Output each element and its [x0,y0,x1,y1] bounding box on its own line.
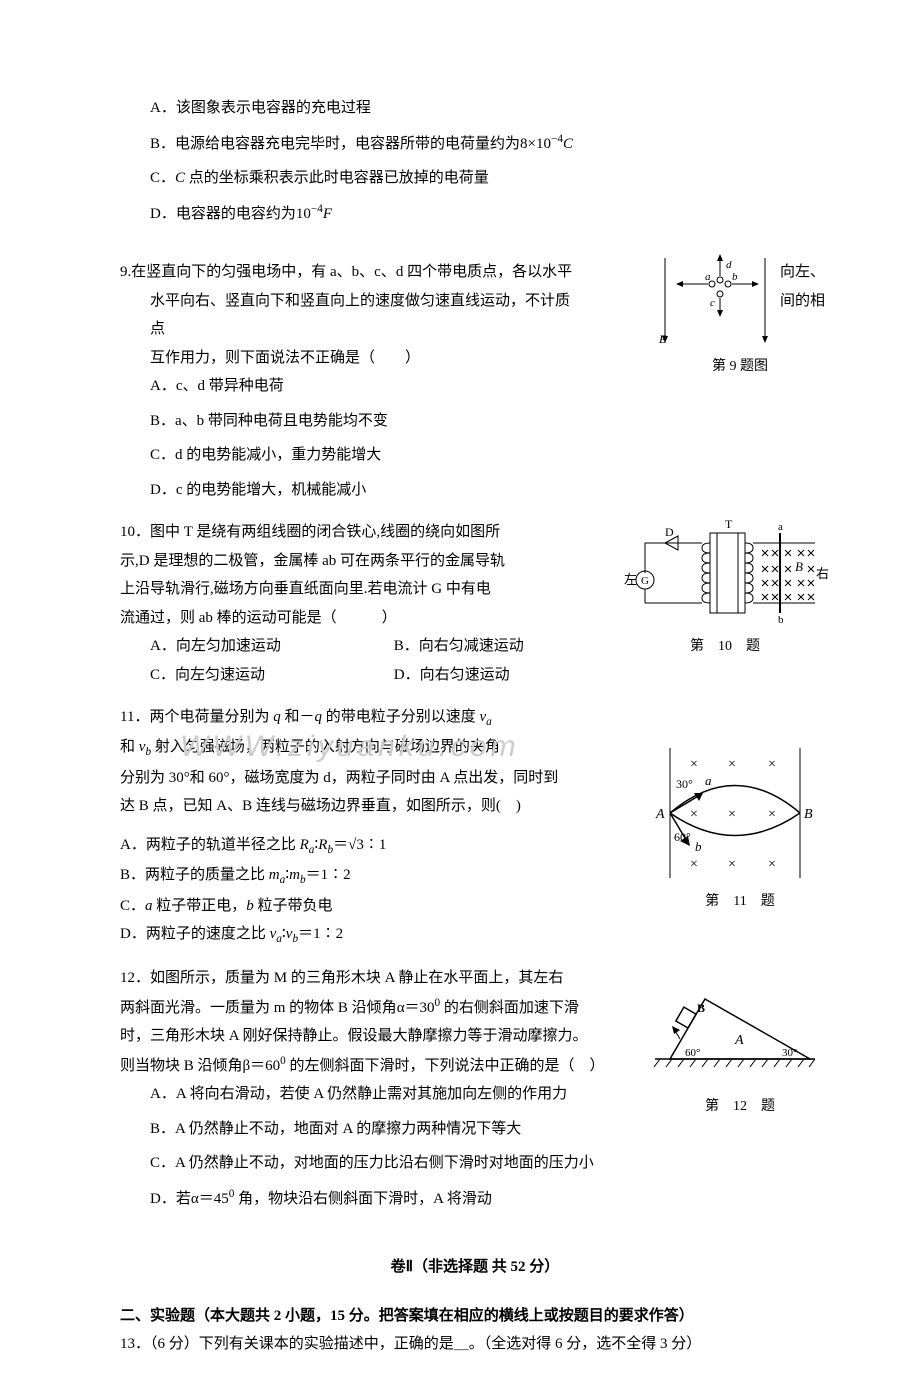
q12-optD: D．若α＝450 角，物块沿右侧斜面下滑时，A 将滑动 [120,1184,830,1214]
q11-fig-30: 30° [676,777,693,791]
q9-fig-label: 第 9 题图 [650,354,830,381]
q8-optC-pre: C． [150,170,175,186]
svg-text:T: T [725,518,733,531]
q10-optB: B．向右匀减速运动 [394,632,524,661]
q11-figure: × × × × × × × × × A B 30° a 60° b 第 11 题 [650,743,830,916]
q8-options: A．该图象表示电容器的充电过程 B．电源给电容器充电完毕时，电容器所带的电荷量约… [120,94,830,228]
q8-optC: C．C 点的坐标乘积表示此时电容器已放掉的电荷量 [120,164,830,193]
q10-left-label: 左 [624,572,637,587]
svg-text:D: D [665,525,674,539]
q9-optC: C．d 的电势能减小，重力势能增大 [120,441,830,470]
q12: A 60° 30° B 第 12 题 12．如图所示，质量为 M 的三角形木块 … [120,964,830,1213]
q11-fig-label: 第 11 题 [650,889,830,916]
q13: 13．（6 分）下列有关课本的实验描述中，正确的是＿。（全选对得 6 分，选不全… [120,1330,830,1359]
q10-opts-row2: C．向左匀速运动 D．向右匀速运动 [120,661,830,690]
q8-optB: B．电源给电容器充电完毕时，电容器所带的电荷量约为8×10−4C [120,129,830,159]
q10-figure: T D G 左 a b 右 B [620,518,830,661]
q12-optC: C．A 仍然静止不动，对地面的压力比沿右侧下滑时对地面的压力小 [120,1149,830,1178]
svg-text:G: G [641,575,649,587]
q11-fig-a: a [705,773,712,788]
q8-optB-exp: −4 [551,133,563,145]
q10-optD: D．向右匀速运动 [394,661,510,690]
experiment-heading: 二、实验题（本大题共 2 小题，15 分。把答案填在相应的横线上或按题目的要求作… [120,1302,830,1331]
svg-text:×: × [728,807,736,822]
q12-fig-30: 30° [782,1047,797,1059]
q8-optB-pre: B．电源给电容器充电完毕时，电容器所带的电荷量约为 [150,136,520,152]
q8-optD: D．电容器的电容约为10−4F [120,199,830,229]
q11-fig-b: b [695,839,702,854]
q9-optB: B．a、b 带同种电荷且电势能均不变 [120,407,830,436]
svg-text:×: × [728,757,736,772]
q10-right-label: 右 [816,566,829,581]
svg-text:×: × [690,807,698,822]
svg-text:×: × [768,807,776,822]
q8-optC-post: 点的坐标乘积表示此时电容器已放掉的电荷量 [185,170,489,186]
q8-optD-unit: F [323,206,332,222]
q8-optA: A．该图象表示电容器的充电过程 [120,94,830,123]
q8-optD-exp: −4 [311,203,323,215]
q12-fig-60: 60° [685,1047,700,1059]
q10-fig-label: 第 10 题 [620,634,830,661]
q9-optD: D．c 的电势能增大，机械能减小 [120,476,830,505]
q10-optA: A．向左匀加速运动 [150,632,390,661]
q11: WWW.ziyuanku.com ××× ××× ××× A B 30° a 6… [120,703,830,950]
q11-l1: 11．两个电荷量分别为 q 和－q 的带电粒子分别以速度 va [120,703,830,733]
q11-fig-B: B [804,807,813,822]
svg-text:×: × [768,857,776,872]
svg-text:B: B [795,559,803,574]
q12-fig-label: 第 12 题 [650,1094,830,1121]
svg-text:b: b [732,271,738,283]
q10-optC: C．向左匀速运动 [150,661,390,690]
section2-title: 卷Ⅱ（非选择题 共 52 分） [120,1253,830,1282]
q8-optC-it: C [175,170,185,186]
q11-optD: D．两粒子的速度之比 va∶vb＝1∶2 [120,920,830,950]
q12-figure: A 60° 30° B 第 12 题 [650,984,830,1121]
svg-text:d: d [726,259,732,271]
svg-text:×: × [690,857,698,872]
q11-fig-60: 60° [674,830,691,844]
svg-text:b: b [778,614,784,626]
svg-text:a: a [705,271,711,283]
q8-optB-unit: C [563,136,573,152]
svg-text:E: E [658,332,667,346]
q10: T D G 左 a b 右 B [120,518,830,689]
svg-text:×: × [728,857,736,872]
svg-text:×: × [690,757,698,772]
q8-optD-pre: D．电容器的电容约为 [150,206,296,222]
q8-optD-val: 10 [296,206,311,222]
q8-optB-val: 8×10 [520,136,551,152]
q12-fig-A: A [734,1033,744,1048]
q12-fig-B: B [697,1001,705,1015]
svg-text:×: × [768,757,776,772]
q9: E d a b c 第 9 题图 9.在竖直向下的匀强电场中，有 a、b、c、d… [120,258,830,504]
svg-text:a: a [778,521,783,533]
q11-fig-A: A [655,807,665,822]
svg-text:c: c [710,297,715,309]
q9-figure: E d a b c 第 9 题图 [650,248,830,381]
